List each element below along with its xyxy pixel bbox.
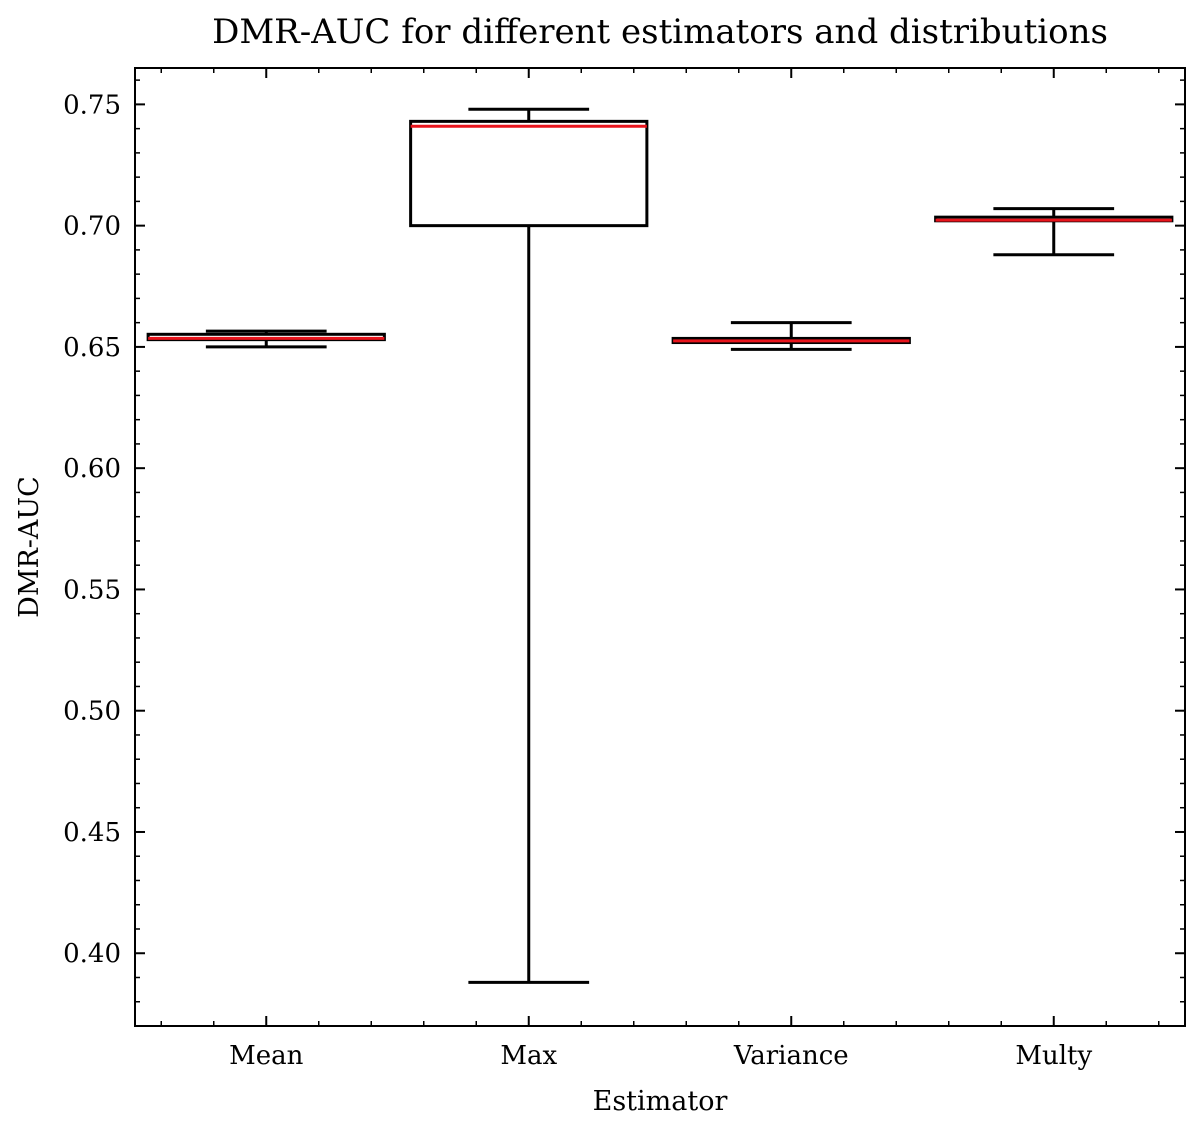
y-tick-label: 0.75	[63, 90, 121, 120]
axis-ticks	[135, 68, 1185, 1027]
x-tick-label: Multy	[1015, 1041, 1092, 1071]
y-tick-label: 0.45	[63, 818, 121, 848]
x-axis-label: Estimator	[593, 1086, 728, 1117]
chart-title: DMR-AUC for different estimators and dis…	[212, 12, 1108, 52]
y-tick-label: 0.50	[63, 697, 121, 727]
box-max	[409, 107, 649, 984]
box-body	[409, 119, 649, 228]
y-tick-label: 0.55	[63, 575, 121, 605]
y-tick-label: 0.60	[63, 454, 121, 484]
box-mean	[146, 329, 386, 349]
x-tick-labels: Mean Max Variance Multy	[229, 1041, 1092, 1071]
boxes	[146, 107, 1174, 984]
y-axis-label: DMR-AUC	[14, 476, 45, 618]
x-tick-label: Max	[500, 1041, 557, 1071]
box-multy	[934, 207, 1174, 257]
x-tick-label: Mean	[229, 1041, 304, 1071]
y-tick-labels: 0.40 0.45 0.50 0.55 0.60 0.65 0.70 0.75	[63, 90, 121, 969]
plot-frame	[134, 67, 1186, 1027]
y-tick-label: 0.65	[63, 333, 121, 363]
y-tick-label: 0.70	[63, 212, 121, 242]
x-tick-label: Variance	[733, 1041, 849, 1071]
box-variance	[671, 321, 911, 351]
y-tick-label: 0.40	[63, 939, 121, 969]
